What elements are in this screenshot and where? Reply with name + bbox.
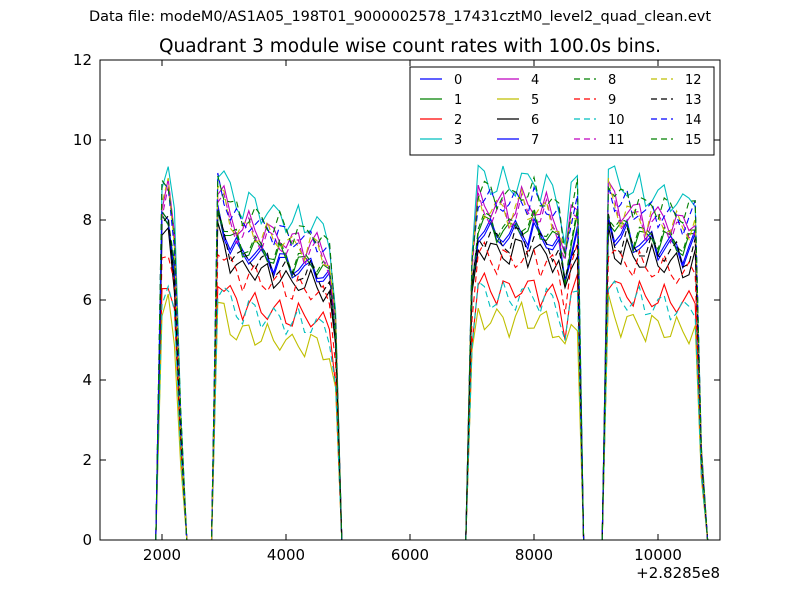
series-line-11 xyxy=(155,186,709,540)
x-offset-text: +2.8285e8 xyxy=(636,564,720,582)
series-line-5 xyxy=(155,293,709,540)
legend-label-9: 9 xyxy=(608,93,616,108)
legend-label-11: 11 xyxy=(608,133,625,148)
legend-label-7: 7 xyxy=(531,133,539,148)
chart-title: Quadrant 3 module wise count rates with … xyxy=(158,36,662,57)
series-line-1 xyxy=(155,209,709,540)
legend-label-14: 14 xyxy=(685,113,702,128)
y-tick-label: 10 xyxy=(73,131,92,149)
y-tick-label: 4 xyxy=(82,371,92,389)
legend-label-10: 10 xyxy=(608,113,625,128)
legend-label-0: 0 xyxy=(454,73,462,88)
series-line-3 xyxy=(155,164,709,540)
figure-suptitle: Data file: modeM0/AS1A05_198T01_90000025… xyxy=(88,9,712,25)
y-tick-label: 8 xyxy=(82,211,92,229)
x-tick-label: 2000 xyxy=(143,546,181,564)
series-line-12 xyxy=(155,177,709,540)
legend-box xyxy=(409,66,715,156)
y-tick-label: 2 xyxy=(82,451,92,469)
y-tick-label: 0 xyxy=(82,531,92,549)
series-line-7 xyxy=(155,204,709,540)
legend-label-8: 8 xyxy=(608,73,616,88)
series-line-0 xyxy=(155,208,709,540)
legend-label-1: 1 xyxy=(454,93,462,108)
legend-label-13: 13 xyxy=(685,93,702,108)
series-line-8 xyxy=(155,206,709,540)
x-tick-label: 10000 xyxy=(634,546,682,564)
series-line-4 xyxy=(155,178,709,540)
x-tick-label: 8000 xyxy=(515,546,553,564)
series-line-10 xyxy=(155,279,709,540)
y-tick-label: 12 xyxy=(73,51,92,69)
legend-label-4: 4 xyxy=(531,73,539,88)
legend-label-15: 15 xyxy=(685,133,702,148)
legend-label-2: 2 xyxy=(454,113,462,128)
y-tick-label: 6 xyxy=(82,291,92,309)
series-line-9 xyxy=(155,241,709,540)
legend-label-5: 5 xyxy=(531,93,539,108)
series-line-15 xyxy=(155,175,709,540)
series-line-6 xyxy=(155,222,709,540)
legend-label-3: 3 xyxy=(454,133,462,148)
x-tick-label: 6000 xyxy=(391,546,429,564)
x-tick-label: 4000 xyxy=(267,546,305,564)
legend-label-6: 6 xyxy=(531,113,539,128)
legend-label-12: 12 xyxy=(685,73,702,88)
series-line-2 xyxy=(155,271,709,540)
series-line-13 xyxy=(155,210,709,540)
